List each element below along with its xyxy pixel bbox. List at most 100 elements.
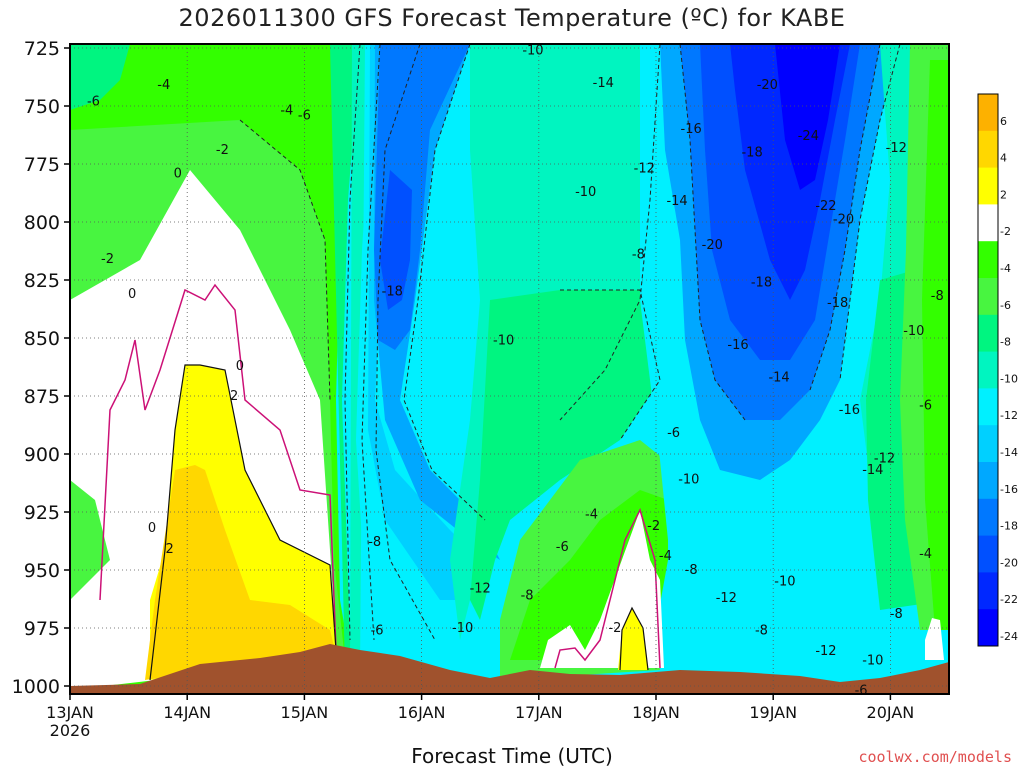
colorbar-tick-label: -18 xyxy=(1000,520,1018,533)
contour-label: -12 xyxy=(886,141,907,156)
contour-label: -14 xyxy=(768,370,789,385)
x-tick-label: 17JAN xyxy=(515,703,563,722)
band-minus6-to-minus8 xyxy=(330,44,372,670)
terrain xyxy=(70,644,949,694)
band-above-2-4 xyxy=(145,465,335,680)
x-axis: 13JAN 14JAN 15JAN 16JAN 17JAN 18JAN 19JAN 20JAN… xyxy=(46,694,914,740)
plus2-isotherm xyxy=(149,364,649,681)
contour-label: -6 xyxy=(87,94,100,109)
x-axis-label: Forecast Time (UTC) xyxy=(411,744,613,768)
contour-label: -6 xyxy=(556,540,569,555)
contour-label: -16 xyxy=(839,403,860,418)
colorbar-tick-label: -12 xyxy=(1000,409,1018,422)
contour-label: -10 xyxy=(774,575,795,590)
colorbar-swatch xyxy=(978,462,998,500)
band-minus18-to-minus20-left xyxy=(380,170,412,310)
contour-label: -14 xyxy=(593,76,614,91)
band-mid-teal xyxy=(470,290,660,620)
contour-label: 0 xyxy=(236,359,244,374)
colorbar-swatch xyxy=(978,351,998,389)
x-tick-label: 19JAN xyxy=(749,703,797,722)
contour-label: -8 xyxy=(685,563,698,578)
contour-label: -6 xyxy=(371,623,384,638)
contour-label: -18 xyxy=(741,145,762,160)
contour-label: 2 xyxy=(165,542,173,557)
contour-label: -4 xyxy=(919,547,932,562)
colorbar-tick-label: -4 xyxy=(1000,262,1011,275)
contour-lines xyxy=(239,44,901,641)
plot-frame xyxy=(69,43,950,695)
contour-label: -2 xyxy=(216,143,229,158)
contour-label: -8 xyxy=(931,289,944,304)
colorbar-swatch xyxy=(978,167,998,205)
x-start-year-label: 2026 xyxy=(50,721,91,740)
contour-label: -16 xyxy=(681,122,702,137)
y-tick-label: 800 xyxy=(24,212,60,234)
contour-label: -20 xyxy=(702,238,723,253)
y-tick-label: 875 xyxy=(24,386,60,408)
contour-label: -2 xyxy=(608,621,621,636)
y-axis: 725 750 775 800 825 850 875 900 925 950 975 1000 xyxy=(12,38,70,698)
contour-label: -18 xyxy=(751,275,772,290)
y-tick-label: 850 xyxy=(24,328,60,350)
colorbar-swatch xyxy=(978,535,998,573)
colorbar-tick-label: -8 xyxy=(1000,336,1011,349)
contour-label: -20 xyxy=(757,78,778,93)
contour-label: -12 xyxy=(874,452,895,467)
contour-label: -8 xyxy=(755,623,768,638)
contour-label: -18 xyxy=(827,296,848,311)
colorbar-tick-label: -16 xyxy=(1000,483,1018,496)
colorbar-tick-label: -24 xyxy=(1000,630,1018,643)
contour-label: 0 xyxy=(174,166,182,181)
colorbar-tick-label: -6 xyxy=(1000,299,1011,312)
colorbar-swatch xyxy=(978,278,998,316)
colorbar-tick-label: -10 xyxy=(1000,372,1018,385)
credit-text: coolwx.com/models xyxy=(858,748,1012,766)
contour-label: -10 xyxy=(493,333,514,348)
colorbar-frame xyxy=(977,93,999,647)
colorbar-swatch xyxy=(978,130,998,169)
contour-label: -12 xyxy=(634,162,655,177)
band-minus8-to-minus10 xyxy=(350,44,395,670)
contour-label: 2 xyxy=(230,389,238,404)
contour-label: -20 xyxy=(628,2,649,17)
contour-label: 0 xyxy=(128,287,136,302)
contour-label: -6 xyxy=(298,108,311,123)
band-right-blue-5 xyxy=(775,44,840,190)
y-tick-label: 900 xyxy=(24,444,60,466)
y-tick-label: 1000 xyxy=(12,676,60,698)
y-tick-label: 925 xyxy=(24,502,60,524)
contour-label: -24 xyxy=(798,129,819,144)
colorbar-swatch xyxy=(978,204,998,242)
contour-label: -10 xyxy=(903,324,924,339)
band-right-white xyxy=(925,618,944,660)
colorbar-swatch xyxy=(978,241,998,279)
colorbar-swatch xyxy=(978,425,998,463)
contour-label: -20 xyxy=(833,213,854,228)
contour-label: -14 xyxy=(666,194,687,209)
contour-label: -4 xyxy=(280,104,293,119)
y-tick-label: 775 xyxy=(24,154,60,176)
contour-label: -8 xyxy=(521,589,534,604)
contour-label: 0 xyxy=(148,521,156,536)
contour-label: -6 xyxy=(855,684,868,699)
y-tick-label: 825 xyxy=(24,270,60,292)
colorbar-tick-label: -2 xyxy=(1000,225,1011,238)
grid xyxy=(70,44,949,694)
contour-labels: -6-4-4 -6-20-200202-18-10-14-10-12-14-8-2… xyxy=(87,2,944,699)
colorbar-tick-label: 6 xyxy=(1000,115,1007,128)
colorbar-swatch xyxy=(978,498,998,537)
chart-title: 2026011300 GFS Forecast Temperature (ºC)… xyxy=(178,4,846,32)
contour-label: -4 xyxy=(659,549,672,564)
x-tick-label: 18JAN xyxy=(632,703,680,722)
contour-label: -4 xyxy=(157,78,170,93)
contour-label: -10 xyxy=(909,34,930,49)
y-tick-label: 950 xyxy=(24,560,60,582)
colorbar: 6 4 2 -2 -4 -6 -8 -10 -12 -14 -16 -18 -20 -22 -24 xyxy=(977,93,1018,647)
x-tick-label: 20JAN xyxy=(867,703,915,722)
zero-isotherm xyxy=(99,283,661,669)
colorbar-tick-label: -20 xyxy=(1000,556,1018,569)
x-tick-label: 15JAN xyxy=(281,703,329,722)
contour-label: -10 xyxy=(452,621,473,636)
